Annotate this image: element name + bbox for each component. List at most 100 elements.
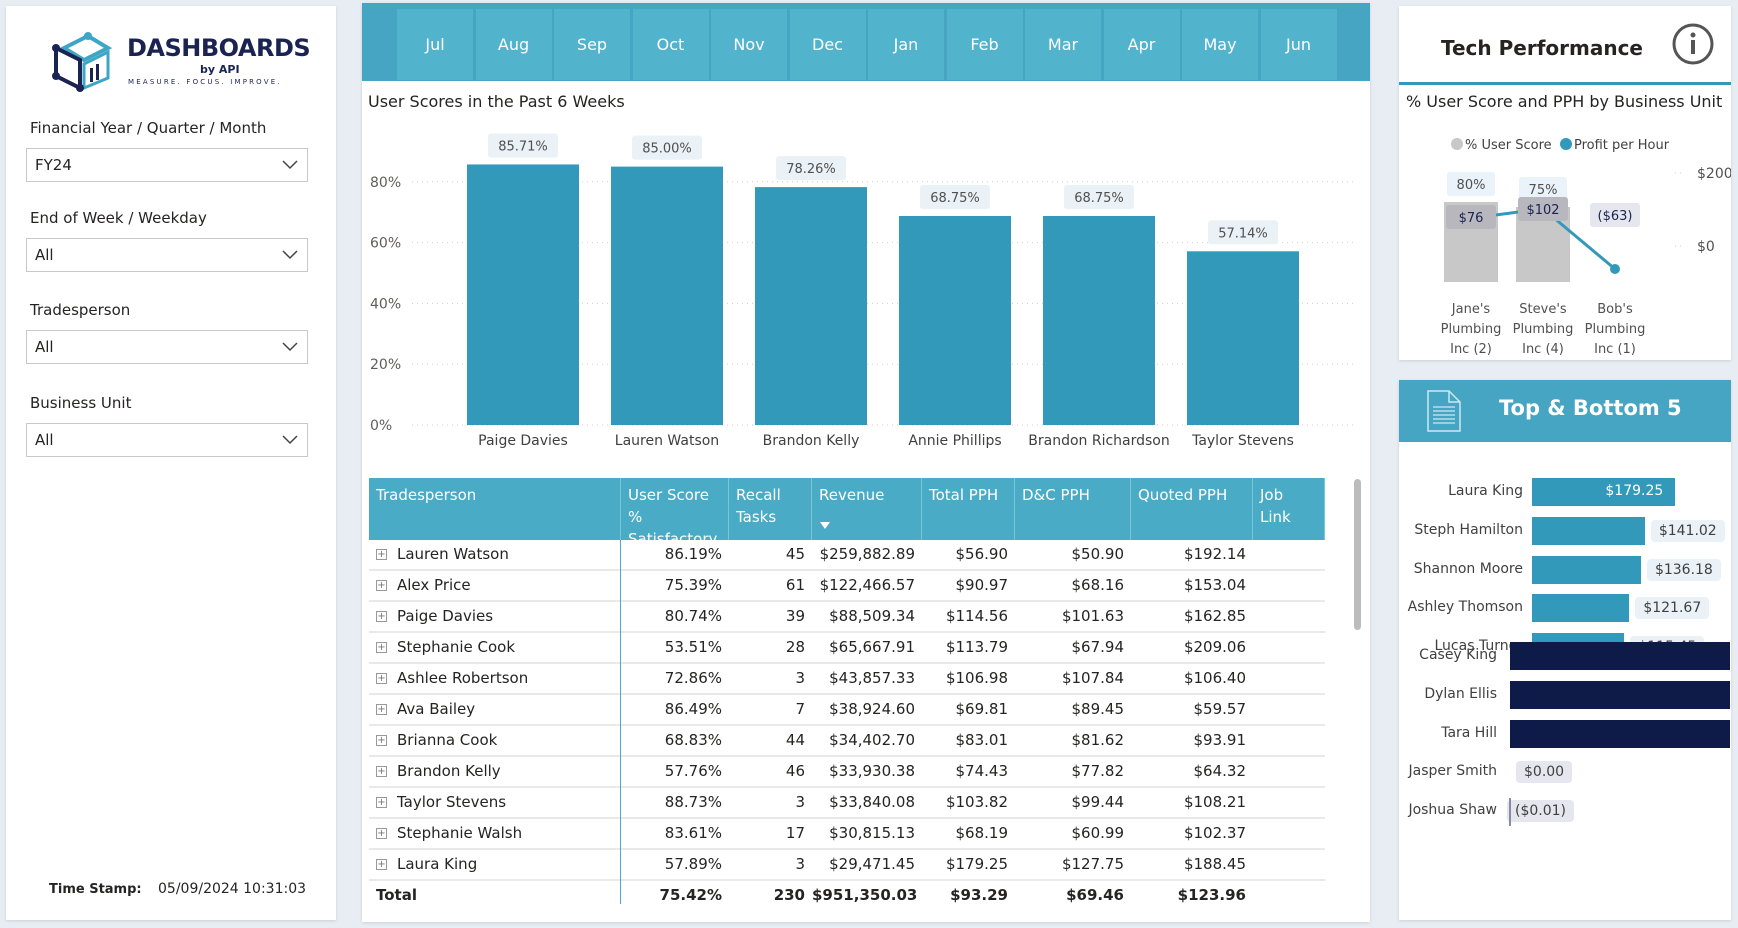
month-button-dec[interactable]: Dec — [789, 9, 866, 80]
column-header-5[interactable]: D&C PPH — [1015, 478, 1131, 540]
table-cell: $103.82 — [945, 793, 1008, 811]
month-button-mar[interactable]: Mar — [1025, 9, 1101, 80]
table-row[interactable]: + Stephanie Walsh 83.61% 17 $30,815.13 $68.19… — [369, 819, 1325, 850]
expand-icon[interactable]: + — [376, 704, 387, 715]
month-button-apr[interactable]: Apr — [1103, 9, 1180, 80]
data-label: 85.71% — [498, 139, 548, 154]
table-cell: 3 — [795, 793, 805, 811]
timestamp-label: Time Stamp: — [49, 882, 142, 897]
data-label: 85.00% — [642, 142, 692, 157]
period-dropdown[interactable]: FY24 — [26, 148, 308, 182]
expand-icon[interactable]: + — [376, 549, 387, 560]
table-row[interactable]: + Ashlee Robertson 72.86% 3 $43,857.33 $106.9… — [369, 664, 1325, 695]
top-bar[interactable] — [1532, 594, 1630, 623]
legend-pph[interactable]: Profit per Hour — [1574, 138, 1670, 153]
table-cell: $59.57 — [1193, 700, 1247, 718]
bar[interactable] — [467, 164, 579, 426]
month-button-nov[interactable]: Nov — [711, 9, 787, 80]
pph-label: $102 — [1526, 203, 1559, 218]
legend-user-score[interactable]: % User Score — [1465, 138, 1552, 153]
month-button-sep[interactable]: Sep — [554, 9, 630, 80]
column-header-4[interactable]: Total PPH — [922, 478, 1015, 540]
table-cell: $90.97 — [955, 576, 1009, 594]
bar[interactable] — [1043, 216, 1155, 425]
data-label-bg — [1208, 220, 1278, 245]
top-bar[interactable] — [1532, 478, 1676, 506]
bottom-bar[interactable] — [1509, 798, 1511, 827]
bar[interactable] — [899, 216, 1011, 425]
column-header-1[interactable]: User Score % Satisfactory — [621, 478, 729, 548]
sort-desc-icon[interactable] — [820, 522, 830, 529]
table-row[interactable]: + Taylor Stevens 88.73% 3 $33,840.08 $103.82 $… — [369, 788, 1325, 819]
table-row[interactable]: + Laura King 57.89% 3 $29,471.45 $179.25 $127.… — [369, 850, 1325, 881]
month-button-feb[interactable]: Feb — [946, 9, 1023, 80]
top-bar[interactable] — [1532, 555, 1641, 584]
table-cell: $38,924.60 — [829, 700, 915, 718]
table-cell: 230 — [773, 886, 805, 904]
expand-icon[interactable]: + — [376, 642, 387, 653]
bottom-bar[interactable] — [1510, 719, 1730, 748]
column-header-7[interactable]: Job Link — [1253, 478, 1325, 540]
business-unit-dropdown[interactable]: All — [26, 423, 308, 457]
bottom-bar[interactable] — [1510, 680, 1730, 709]
x-tick-label: Annie Phillips — [908, 433, 1001, 449]
table-cell: Brianna Cook — [397, 731, 498, 749]
info-icon[interactable] — [1671, 22, 1715, 66]
table-cell: 86.49% — [664, 700, 722, 718]
column-header-3[interactable]: Revenue — [812, 478, 922, 540]
table-cell: $89.45 — [1071, 700, 1125, 718]
table-row[interactable]: + Stephanie Cook 53.51% 28 $65,667.91 $113.79… — [369, 633, 1325, 664]
top-bar[interactable] — [1532, 516, 1645, 545]
table-row[interactable]: + Ava Bailey 86.49% 7 $38,924.60 $69.81 $89.45… — [369, 695, 1325, 726]
table-cell: 75.42% — [659, 886, 722, 904]
table-row[interactable]: + Alex Price 75.39% 61 $122,466.57 $90.97 $68.… — [369, 571, 1325, 602]
week-dropdown[interactable]: All — [26, 238, 308, 272]
bottom-name: Tara Hill — [1441, 724, 1497, 741]
table-cell: 46 — [785, 762, 805, 780]
month-button-aug[interactable]: Aug — [475, 9, 552, 80]
expand-icon[interactable]: + — [376, 859, 387, 870]
legend-marker-user-score — [1451, 138, 1463, 150]
table-row[interactable]: + Lauren Watson 86.19% 45 $259,882.89 $56.90 $… — [369, 540, 1325, 571]
expand-icon[interactable]: + — [376, 673, 387, 684]
pph-label-bg — [1518, 197, 1568, 221]
bar[interactable] — [611, 166, 723, 425]
column-header-2[interactable]: Recall Tasks — [729, 478, 812, 540]
month-button-jan[interactable]: Jan — [868, 9, 944, 80]
logo-by: by API — [200, 63, 240, 76]
table-row[interactable]: + Paige Davies 80.74% 39 $88,509.34 $114.56 $1… — [369, 602, 1325, 633]
table-scrollbar[interactable] — [1354, 479, 1361, 630]
table-cell: $162.85 — [1183, 607, 1246, 625]
tech-divider — [1399, 82, 1731, 85]
month-button-oct[interactable]: Oct — [632, 9, 709, 80]
bar[interactable] — [1187, 251, 1299, 425]
bottom-bar[interactable] — [1510, 642, 1730, 670]
expand-icon[interactable]: + — [376, 766, 387, 777]
table-cell: $34,402.70 — [829, 731, 915, 749]
expand-icon[interactable]: + — [376, 611, 387, 622]
document-icon — [1427, 390, 1461, 432]
table-cell: $56.90 — [955, 545, 1009, 563]
y-tick-label: 60% — [370, 236, 401, 252]
table-row[interactable]: + Brandon Kelly 57.76% 46 $33,930.38 $74.43 $7… — [369, 757, 1325, 788]
column-header-0[interactable]: Tradesperson — [369, 478, 621, 540]
data-label-bg — [1064, 185, 1134, 209]
month-button-jul[interactable]: Jul — [397, 9, 473, 80]
bar[interactable] — [755, 187, 867, 425]
month-button-may[interactable]: May — [1182, 9, 1258, 80]
expand-icon[interactable]: + — [376, 735, 387, 746]
score-label-bg — [1447, 172, 1495, 196]
x-tick-label: Jane's Plumbing Inc (2) — [1441, 302, 1502, 357]
pph-point[interactable] — [1610, 263, 1620, 274]
expand-icon[interactable]: + — [376, 828, 387, 839]
expand-icon[interactable]: + — [376, 797, 387, 808]
table-cell: $30,815.13 — [829, 824, 915, 842]
expand-icon[interactable]: + — [376, 580, 387, 591]
y2-tick-label: $200 — [1697, 166, 1731, 182]
table-cell: Total — [376, 886, 417, 904]
column-header-6[interactable]: Quoted PPH — [1131, 478, 1253, 540]
filter-panel: DASHBOARDS by API MEASURE. FOCUS. IMPROV… — [6, 6, 336, 920]
tradesperson-dropdown[interactable]: All — [26, 330, 308, 364]
month-button-jun[interactable]: Jun — [1260, 9, 1337, 80]
table-row[interactable]: + Brianna Cook 68.83% 44 $34,402.70 $83.01 $81… — [369, 726, 1325, 757]
